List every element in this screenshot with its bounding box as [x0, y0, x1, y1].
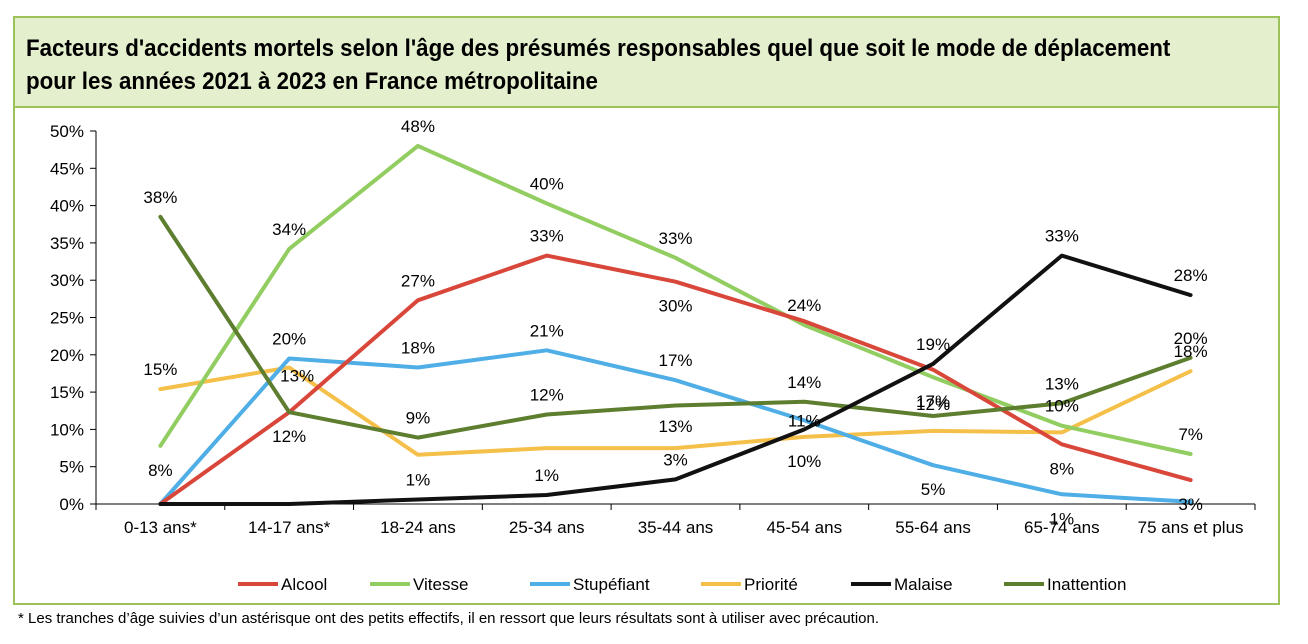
data-label-malaise: 19% [916, 335, 950, 354]
data-label-priorité: 13% [658, 417, 692, 436]
data-label-stupéfiant: 18% [401, 338, 435, 357]
data-label-alcool: 30% [658, 297, 692, 316]
chart-frame: Facteurs d'accidents mortels selon l'âge… [13, 16, 1280, 605]
legend-label-priorité: Priorité [744, 575, 798, 594]
y-tick-label: 30% [50, 271, 84, 290]
y-tick-label: 5% [59, 458, 84, 477]
x-tick-label: 65-74 ans [1024, 518, 1100, 537]
data-label-inattention: 12% [916, 395, 950, 414]
data-label-vitesse: 17% [916, 392, 950, 411]
data-label-malaise: 28% [1174, 266, 1208, 285]
line-chart: 0% 5% 10% 15% 20% 25% 30% 35% 40% 45% 50% 0-13 ans*… [50, 117, 1256, 594]
title-box: Facteurs d'accidents mortels selon l'âge… [15, 18, 1278, 108]
data-label-vitesse: 48% [401, 117, 435, 136]
data-label-alcool: 12% [272, 427, 306, 446]
data-label-stupéfiant: 17% [658, 351, 692, 370]
data-label-inattention: 12% [530, 385, 564, 404]
legend-label-inattention: Inattention [1047, 575, 1126, 594]
y-tick-label: 15% [50, 383, 84, 402]
y-tick-label: 50% [50, 122, 84, 141]
data-label-vitesse: 24% [787, 296, 821, 315]
x-tick-label: 75 ans et plus [1138, 518, 1244, 537]
y-tick-label: 45% [50, 159, 84, 178]
data-label-inattention: 14% [787, 373, 821, 392]
data-label-malaise: 1% [406, 471, 431, 490]
data-label-vitesse: 34% [272, 220, 306, 239]
data-label-priorité: 10% [787, 452, 821, 471]
chart-title: Facteurs d'accidents mortels selon l'âge… [26, 35, 1171, 95]
data-label-inattention: 20% [1174, 329, 1208, 348]
data-label-vitesse: 33% [658, 229, 692, 248]
legend-label-vitesse: Vitesse [413, 575, 468, 594]
y-tick-label: 0% [59, 495, 84, 514]
data-label-alcool: 27% [401, 271, 435, 290]
data-label-alcool: 3% [1178, 495, 1203, 514]
data-label-stupéfiant: 5% [921, 480, 946, 499]
data-label-inattention: 13% [1045, 374, 1079, 393]
legend-label-alcool: Alcool [281, 575, 327, 594]
data-label-alcool: 33% [530, 227, 564, 246]
series-line-stupéfiant [158, 348, 1193, 506]
data-label-malaise: 3% [663, 450, 688, 469]
series-line-priorité [158, 365, 1193, 457]
y-tick-label: 10% [50, 420, 84, 439]
data-label-vitesse: 8% [148, 461, 173, 480]
data-label-inattention: 9% [406, 409, 431, 428]
data-label-stupéfiant: 1% [1050, 509, 1075, 528]
x-tick-label: 35-44 ans [638, 518, 714, 537]
data-label-vitesse: 10% [1045, 397, 1079, 416]
data-label-priorité: 15% [143, 360, 177, 379]
series-line-inattention [158, 214, 1193, 440]
legend-label-stupéfiant: Stupéfiant [573, 575, 650, 594]
series-line-alcool [158, 253, 1193, 506]
legend-label-malaise: Malaise [894, 575, 953, 594]
data-label-priorité: 13% [280, 366, 314, 385]
x-tick-label: 55-64 ans [895, 518, 971, 537]
data-label-priorité: 18% [1174, 342, 1208, 361]
y-tick-label: 25% [50, 309, 84, 328]
x-tick-label: 45-54 ans [766, 518, 842, 537]
x-tick-label: 14-17 ans* [248, 518, 331, 537]
data-label-inattention: 38% [143, 188, 177, 207]
y-tick-label: 35% [50, 234, 84, 253]
data-label-vitesse: 40% [530, 174, 564, 193]
data-label-stupéfiant: 21% [530, 321, 564, 340]
y-tick-label: 40% [50, 197, 84, 216]
x-tick-label: 25-34 ans [509, 518, 585, 537]
data-label-alcool: 8% [1050, 459, 1075, 478]
data-label-malaise: 1% [534, 466, 559, 485]
series-line-malaise [158, 253, 1193, 506]
y-tick-label: 20% [50, 346, 84, 365]
x-tick-label: 0-13 ans* [124, 518, 197, 537]
data-label-stupéfiant: 20% [272, 330, 306, 349]
x-tick-label: 18-24 ans [380, 518, 456, 537]
data-label-vitesse: 7% [1178, 425, 1203, 444]
data-label-stupéfiant: 11% [788, 411, 821, 430]
footnote: * Les tranches d’âge suivies d’un astéri… [18, 610, 880, 627]
data-label-malaise: 33% [1045, 227, 1079, 246]
